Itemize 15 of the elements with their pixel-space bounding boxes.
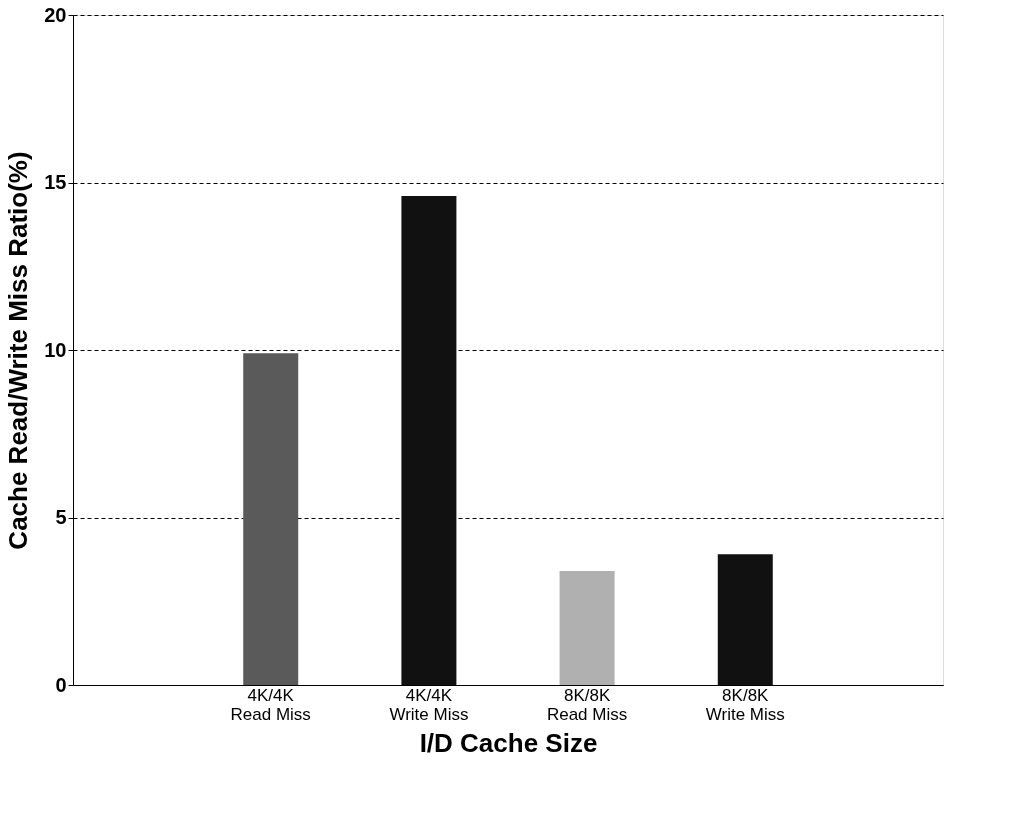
y-axis-title: Cache Read/Write Miss Ratio(%) [3,151,34,550]
y-tick-label: 20 [44,3,67,26]
x-axis-title: I/D Cache Size [419,727,598,758]
y-tick-label: 10 [44,338,67,361]
bar [243,353,299,685]
y-tick-label: 0 [55,673,67,696]
x-tick-label: 8K/8K Write Miss [705,685,785,724]
bar [717,554,773,685]
bar [401,195,457,685]
y-tick-label: 15 [44,171,67,193]
x-tick-label: 4K/4K Read Miss [230,685,311,724]
y-tick-label: 5 [55,506,67,528]
x-tick-label: 8K/8K Read Miss [546,685,628,724]
x-tick-label: 4K/4K Write Miss [389,685,469,724]
bar [559,571,615,685]
